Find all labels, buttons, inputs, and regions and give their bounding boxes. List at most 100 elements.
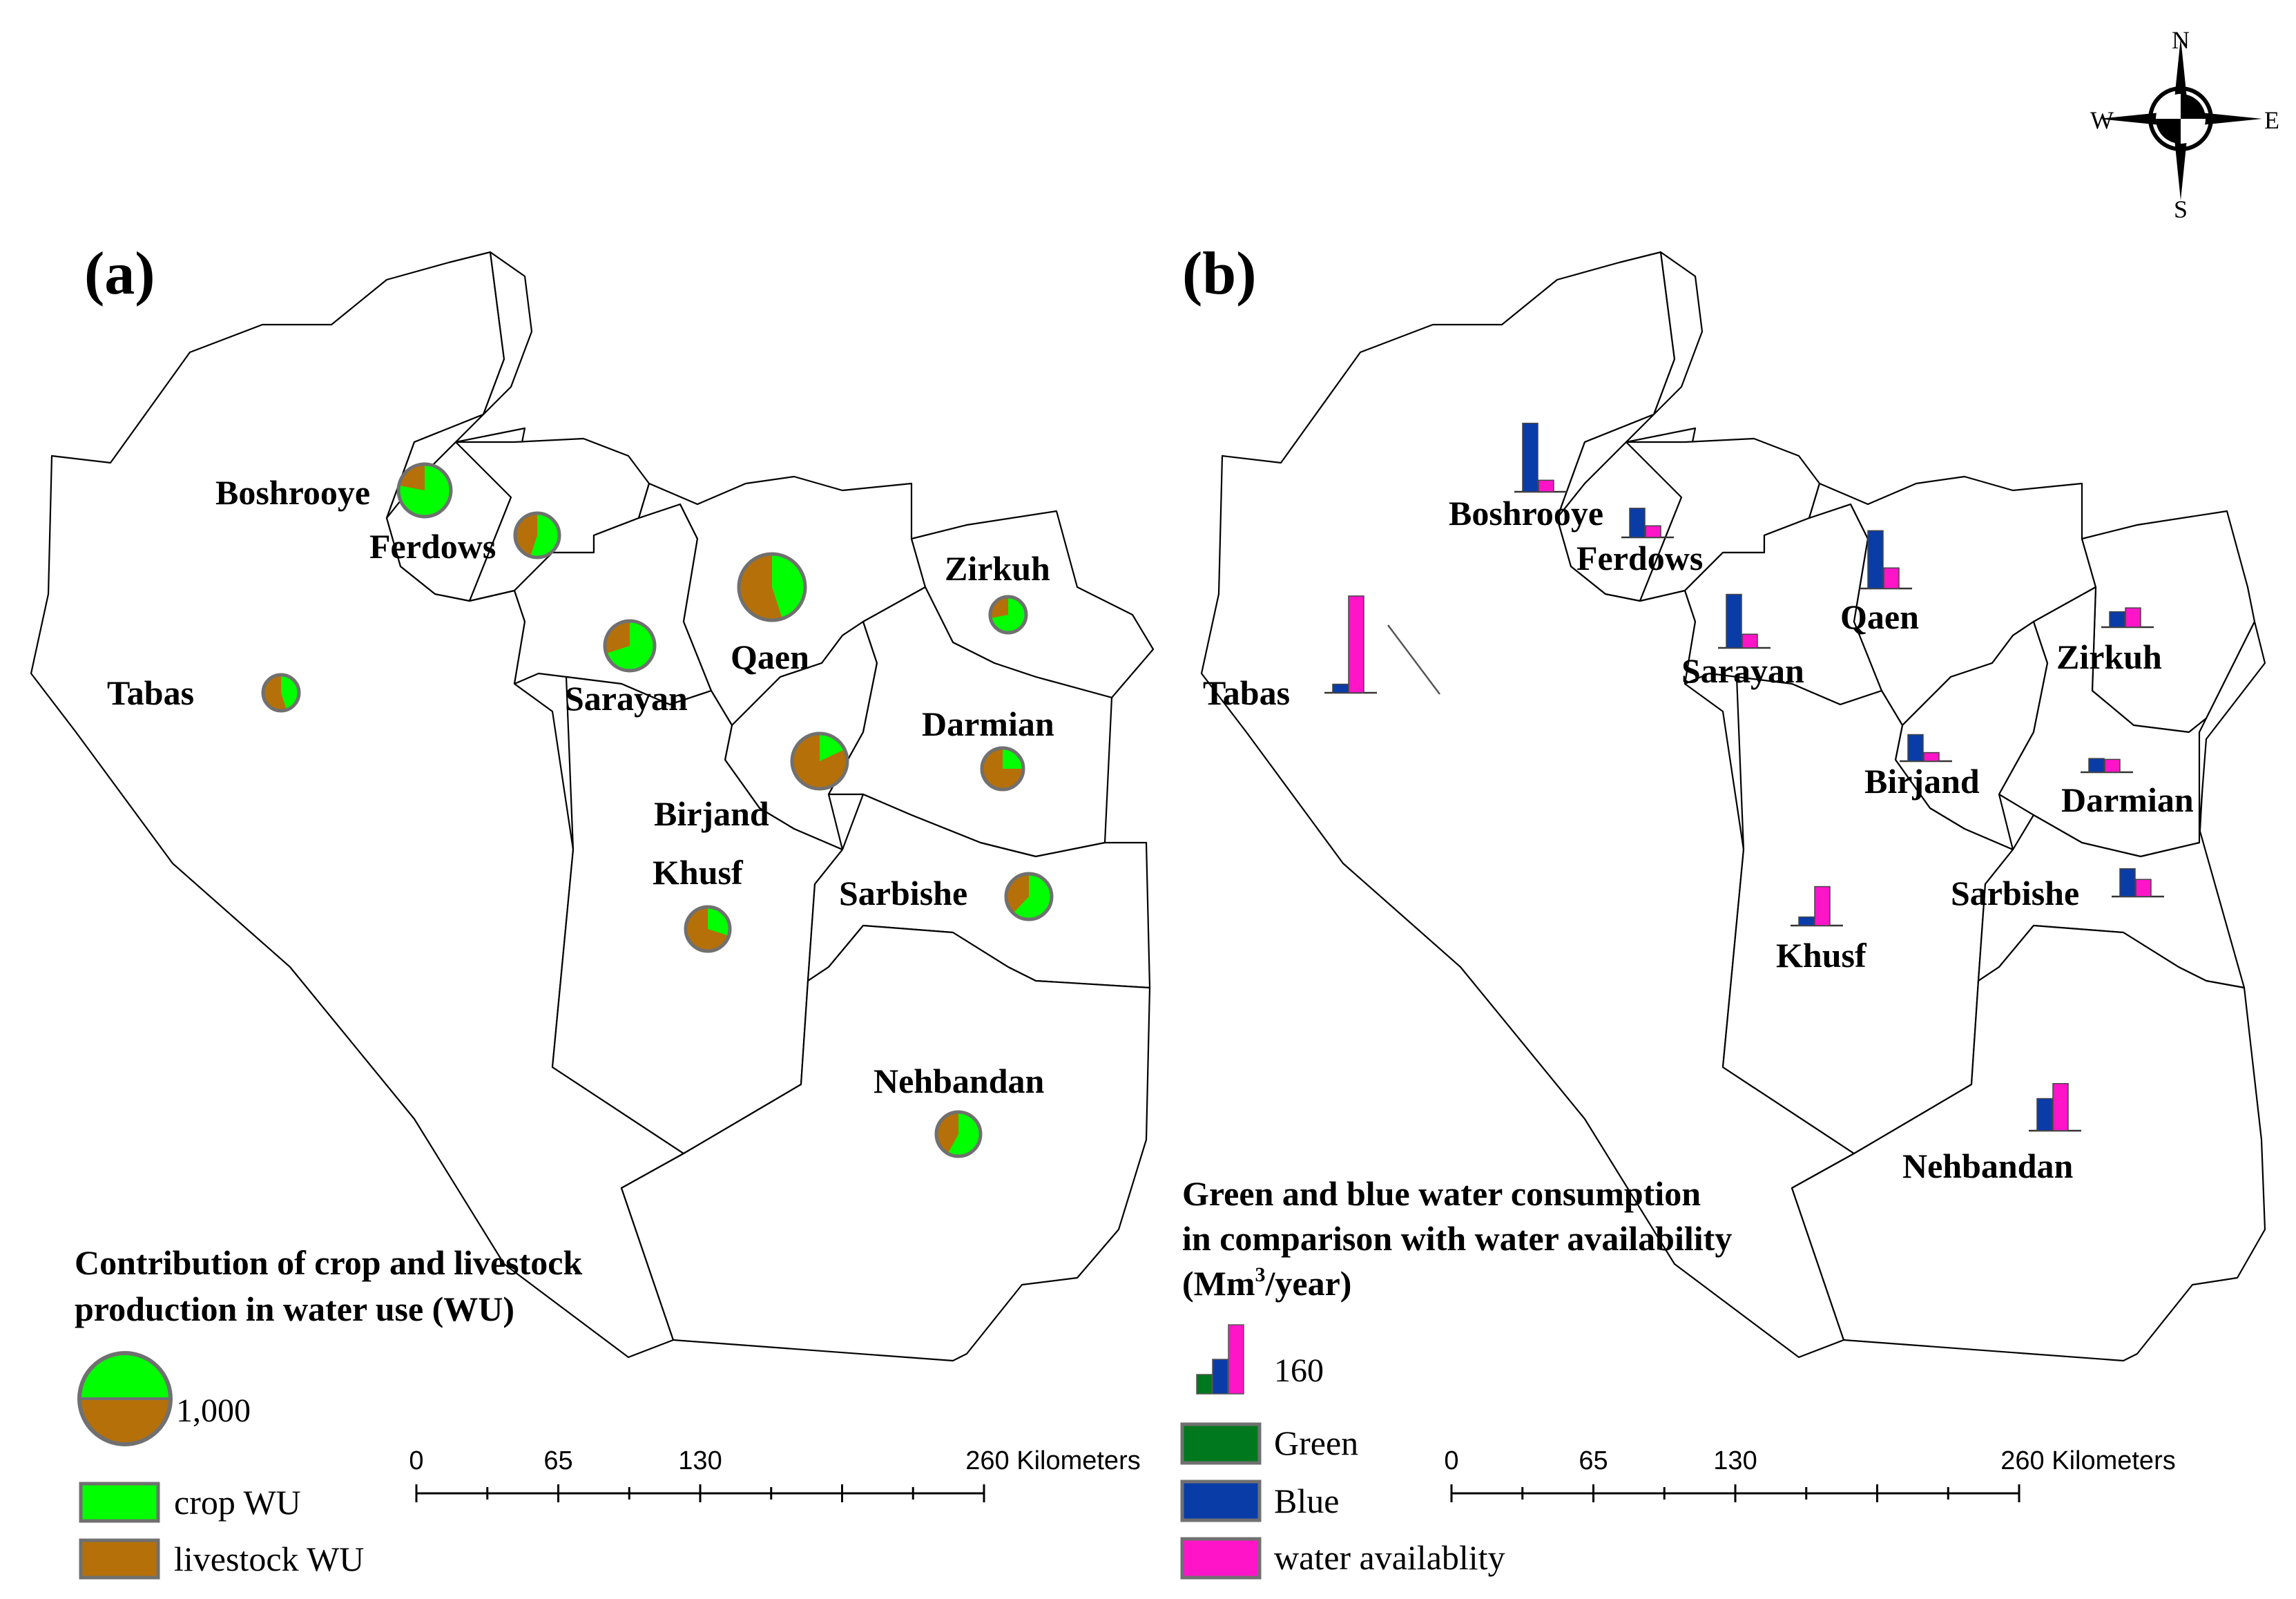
legend-a-reference-pie <box>77 1351 173 1446</box>
panel-a-map <box>30 251 1155 1362</box>
bars-birjand <box>1900 734 1952 763</box>
label-a-qaen: Qaen <box>731 638 809 676</box>
pie-boshrooye <box>396 462 453 519</box>
bar-blue <box>2088 758 2105 773</box>
compass-n: N <box>2172 26 2190 54</box>
bars-qaen <box>1860 530 1912 590</box>
pie-tabas <box>261 673 301 713</box>
pie-outline <box>396 462 453 519</box>
label-b-sarbishe: Sarbishe <box>1951 874 2079 912</box>
label-b-ferdows: Ferdows <box>1576 539 1703 577</box>
pie-crop-slice <box>990 597 1027 633</box>
legend-blue-swatch <box>1180 1480 1262 1522</box>
bar-blue <box>2036 1098 2053 1131</box>
label-b-qaen: Qaen <box>1840 597 1919 636</box>
bars-tabas <box>1324 595 1377 694</box>
label-b-sarayan: Sarayan <box>1681 651 1804 690</box>
bar-availability <box>1538 479 1554 492</box>
scale-label: 130 <box>678 1446 722 1475</box>
label-b-boshrooye: Boshrooye <box>1449 494 1603 533</box>
scale-label: 0 <box>409 1446 423 1475</box>
pie-outline <box>1004 872 1054 921</box>
legend-crop-swatch <box>79 1482 160 1523</box>
legend-b-unit-suffix: /year) <box>1265 1264 1352 1303</box>
label-a-ferdows: Ferdows <box>369 527 496 566</box>
bar-availability <box>1645 525 1661 538</box>
label-a-sarbishe: Sarbishe <box>839 874 967 912</box>
bar-availability <box>1814 885 1831 926</box>
pie-outline <box>934 1110 983 1158</box>
pie-crop-slice <box>606 621 655 671</box>
bars-khusf <box>1791 885 1843 927</box>
label-b-zirkuh: Zirkuh <box>2056 638 2162 676</box>
legend-a-ref-value: 1,000 <box>176 1392 251 1429</box>
scale-label: 260 Kilometers <box>965 1446 1140 1475</box>
bar-availability <box>1742 633 1758 649</box>
legend-green-label: Green <box>1274 1424 1358 1462</box>
compass-w: W <box>2090 106 2114 134</box>
legend-availability-swatch <box>1180 1537 1262 1580</box>
pie-outline <box>790 731 849 791</box>
pie-crop-slice <box>820 734 845 761</box>
bar-availability <box>1923 751 1940 762</box>
scale-label: 260 Kilometers <box>2000 1446 2175 1475</box>
pie-crop-slice <box>1013 874 1052 920</box>
bar-availability <box>2052 1083 2069 1131</box>
legend-a-title-line1: Contribution of crop and livestock <box>75 1243 582 1282</box>
panel-b-labels: Boshrooye Ferdows Tabas Sarayan Qaen Zirkuh Bi… <box>1203 494 2194 1185</box>
label-a-nehbandan: Nehbandan <box>874 1062 1045 1100</box>
label-a-zirkuh: Zirkuh <box>945 549 1050 588</box>
label-b-darmian: Darmian <box>2061 781 2194 819</box>
pie-zirkuh <box>988 595 1028 635</box>
pie-khusf <box>684 905 732 953</box>
legend-b-title-line2: in comparison with water availability <box>1182 1219 1732 1258</box>
pie-darmian <box>980 746 1025 792</box>
bars-boshrooye <box>1514 423 1567 493</box>
legend-b-ref-value: 160 <box>1274 1352 1324 1389</box>
bar-blue <box>1332 683 1349 693</box>
tabas-leader-line <box>1387 624 1440 695</box>
label-a-darmian: Darmian <box>922 705 1054 743</box>
legend-green-swatch <box>1180 1422 1262 1465</box>
label-a-birjand: Birjand <box>654 794 769 833</box>
label-a-khusf: Khusf <box>653 853 744 892</box>
bar-blue <box>1798 916 1815 926</box>
scale-label: 0 <box>1444 1446 1458 1475</box>
pie-outline <box>988 595 1028 635</box>
bar-blue <box>2119 868 2136 897</box>
pie-outline <box>513 511 561 559</box>
label-b-birjand: Birjand <box>1864 762 1980 801</box>
legend-a-title-line2: production in water use (WU) <box>75 1290 514 1328</box>
pie-crop-slice <box>708 907 730 936</box>
bar-availability <box>1348 595 1364 693</box>
legend-b-title-line3: (Mm3/year) <box>1182 1263 1351 1303</box>
pie-birjand <box>790 731 849 791</box>
region-nehbandan-a <box>620 924 1151 1362</box>
panel-a-pies <box>261 462 1054 1158</box>
bar-blue <box>2109 611 2125 628</box>
compass-s: S <box>2174 195 2188 223</box>
bars-sarbishe <box>2112 868 2164 898</box>
panel-a-labels: Boshrooye Ferdows Tabas Sarayan Qaen Zirkuh Bi… <box>107 473 1054 1100</box>
north-arrow-compass-icon: N S E W <box>2090 26 2279 223</box>
pie-crop-slice <box>398 464 452 517</box>
label-a-boshrooye: Boshrooye <box>215 473 370 512</box>
pie-crop-slice <box>772 554 805 619</box>
bar-availability <box>2125 607 2141 628</box>
bar-blue <box>1726 593 1742 649</box>
region-nehbandan-b <box>1791 924 2266 1362</box>
legend-availability-label: water availablity <box>1274 1538 1505 1577</box>
bar-blue <box>1629 508 1646 538</box>
pie-ferdows <box>513 511 561 559</box>
pie-sarayan <box>603 619 657 673</box>
pie-qaen <box>737 552 807 622</box>
legend-b-reference-bars <box>1196 1324 1244 1395</box>
bars-ferdows <box>1621 508 1674 539</box>
scale-label: 65 <box>543 1446 572 1475</box>
bar-availability <box>1883 567 1900 589</box>
pie-outline <box>684 905 732 953</box>
label-b-khusf: Khusf <box>1776 936 1867 975</box>
legend-crop-label: crop WU <box>174 1483 301 1522</box>
panel-a-scale-bar: 0 65 130 260 Kilometers <box>409 1446 1141 1502</box>
